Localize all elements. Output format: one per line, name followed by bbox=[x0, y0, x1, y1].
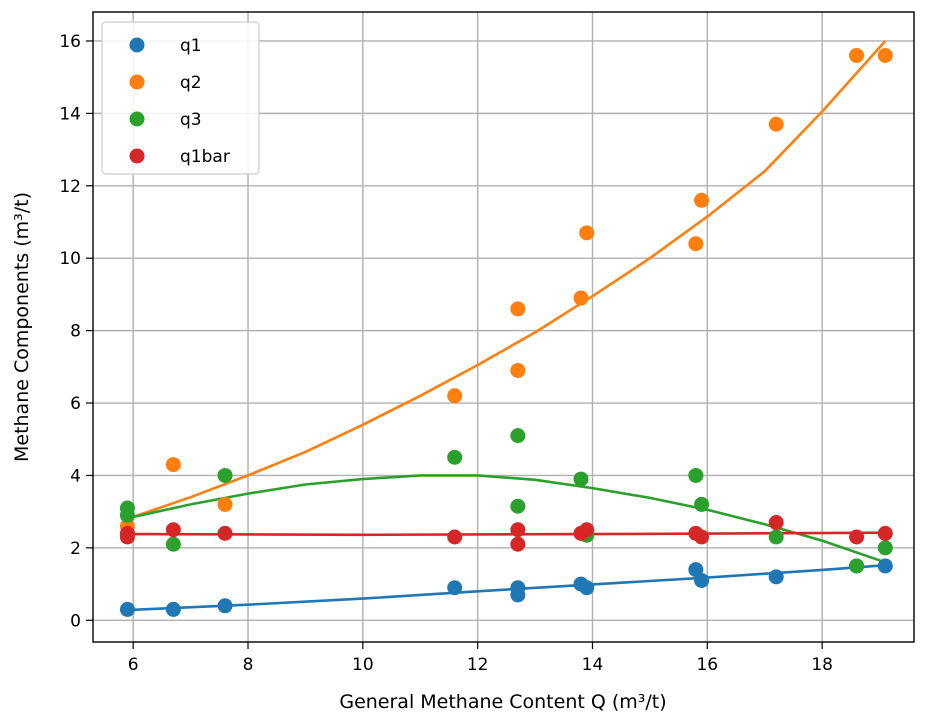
y-tick-label: 2 bbox=[70, 539, 81, 559]
x-tick-label: 16 bbox=[696, 655, 718, 675]
q2-point bbox=[447, 388, 463, 404]
q2-point bbox=[768, 116, 784, 132]
q3-point bbox=[165, 536, 181, 552]
q2-point bbox=[510, 362, 526, 378]
q1-point bbox=[579, 580, 595, 596]
q1bar-fit-line bbox=[127, 531, 886, 537]
y-axis-label: Methane Components (m³/t) bbox=[11, 192, 33, 462]
q3-point bbox=[447, 449, 463, 465]
legend-marker-q1bar bbox=[129, 148, 145, 164]
q2-point bbox=[165, 457, 181, 473]
q1-point bbox=[165, 601, 181, 617]
q1bar-point bbox=[165, 522, 181, 538]
y-tick-label: 8 bbox=[70, 322, 81, 342]
q1-point bbox=[217, 598, 233, 614]
x-tick-label: 18 bbox=[811, 655, 833, 675]
legend-box bbox=[101, 21, 260, 175]
q1bar-point bbox=[510, 536, 526, 552]
y-tick-label: 16 bbox=[59, 32, 81, 52]
q1bar-point bbox=[849, 529, 865, 545]
q3-point bbox=[217, 467, 233, 483]
grid bbox=[93, 12, 914, 642]
legend-marker-q2 bbox=[129, 74, 145, 90]
fit-lines bbox=[126, 40, 887, 612]
q2-point bbox=[849, 47, 865, 63]
y-tick-label: 10 bbox=[59, 249, 81, 269]
q2-fit-line bbox=[126, 40, 887, 521]
y-tick-label: 6 bbox=[70, 394, 81, 414]
q2-point bbox=[694, 192, 710, 208]
x-tick-label: 6 bbox=[128, 655, 139, 675]
q1-point bbox=[694, 572, 710, 588]
q1bar-point bbox=[119, 529, 135, 545]
y-tick-label: 12 bbox=[59, 177, 81, 197]
legend-marker-q1 bbox=[129, 37, 145, 53]
q1bar-point bbox=[447, 529, 463, 545]
q1bar-point bbox=[510, 522, 526, 538]
legend-label-q1: q1 bbox=[180, 36, 202, 56]
q3-point bbox=[510, 498, 526, 514]
q3-point bbox=[688, 467, 704, 483]
q1bar-point bbox=[579, 522, 595, 538]
y-tick-label: 14 bbox=[59, 104, 81, 124]
q1bar-point bbox=[694, 529, 710, 545]
x-tick-label: 8 bbox=[243, 655, 254, 675]
q1-point bbox=[447, 580, 463, 596]
legend-label-q2: q2 bbox=[180, 73, 202, 93]
plot-frame bbox=[92, 11, 915, 643]
q1-fit-line bbox=[127, 563, 886, 612]
x-axis-label: General Methane Content Q (m³/t) bbox=[339, 691, 666, 713]
q2-point bbox=[877, 47, 893, 63]
legend-marker-q3 bbox=[129, 111, 145, 127]
q1-point bbox=[510, 587, 526, 603]
q2-point bbox=[579, 225, 595, 241]
x-tick-label: 10 bbox=[352, 655, 374, 675]
q3-point bbox=[694, 496, 710, 512]
q3-point bbox=[573, 471, 589, 487]
q3-fit-line bbox=[127, 474, 886, 564]
q1bar-point bbox=[217, 525, 233, 541]
q1bar-point bbox=[768, 515, 784, 531]
q3-point bbox=[768, 529, 784, 545]
q3-point bbox=[877, 540, 893, 556]
data-points bbox=[119, 47, 893, 617]
y-tick-label: 4 bbox=[70, 466, 81, 486]
legend-label-q1bar: q1bar bbox=[180, 147, 230, 167]
q1-point bbox=[119, 601, 135, 617]
q2-point bbox=[573, 290, 589, 306]
y-tick-label: 0 bbox=[70, 611, 81, 631]
x-tick-label: 14 bbox=[582, 655, 604, 675]
q2-point bbox=[510, 301, 526, 317]
q3-point bbox=[510, 428, 526, 444]
legend: q1 q2 q3 q1bar bbox=[101, 21, 260, 175]
q2-point bbox=[688, 236, 704, 252]
q1-point bbox=[768, 569, 784, 585]
q1-point bbox=[877, 558, 893, 574]
q3-point bbox=[849, 558, 865, 574]
x-tick-label: 12 bbox=[467, 655, 489, 675]
q3-point bbox=[119, 507, 135, 523]
q1bar-point bbox=[877, 525, 893, 541]
legend-label-q3: q3 bbox=[180, 110, 202, 130]
q2-point bbox=[217, 496, 233, 512]
ticks: 6 8 10 12 14 16 18 0 2 4 6 8 10 12 14 16 bbox=[59, 32, 833, 675]
